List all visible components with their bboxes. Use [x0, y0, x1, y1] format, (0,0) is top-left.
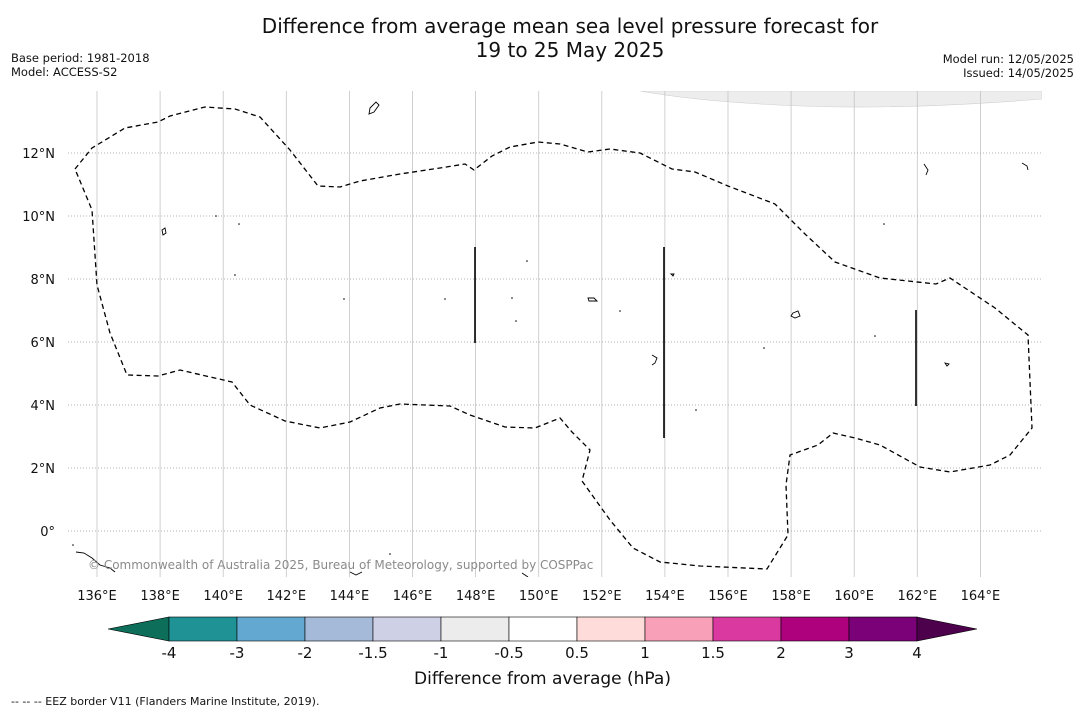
colorbar-cell — [236, 616, 306, 642]
colorbar-cell — [168, 616, 238, 642]
colorbar-cell — [508, 616, 578, 642]
lon-label: 156°E — [708, 589, 748, 604]
map-title: Difference from average mean sea level p… — [0, 14, 1085, 62]
model-run: Model run: 12/05/2025 — [942, 52, 1074, 66]
lon-label: 140°E — [203, 589, 243, 604]
colorbar-tick-label: -0.5 — [494, 644, 523, 662]
colorbar-tick-label: 1.5 — [701, 644, 725, 662]
colorbar-label: Difference from average (hPa) — [414, 669, 671, 689]
colorbar-ticks: -4 -3 -2 -1.5 -1 -0.5 0.5 1 1.5 2 3 4 — [162, 644, 922, 662]
lat-label: 10°N — [22, 210, 55, 225]
colorbar-cell — [848, 616, 918, 642]
copyright-notice: © Commonwealth of Australia 2025, Bureau… — [88, 558, 594, 572]
pressure-shading — [639, 91, 1042, 108]
title-line-2: 19 to 25 May 2025 — [475, 38, 665, 62]
colorbar-tick-label: -1.5 — [358, 644, 387, 662]
longitude-labels: 136°E 138°E 140°E 142°E 144°E 146°E 148°E 150°E… — [77, 589, 1000, 604]
colorbar-tick-label: -2 — [298, 644, 313, 662]
lat-label: 4°N — [31, 399, 56, 414]
lon-label: 162°E — [898, 589, 938, 604]
lon-label: 144°E — [330, 589, 370, 604]
lon-label: 158°E — [771, 589, 811, 604]
colorbar-cell — [372, 616, 442, 642]
colorbar-tick-label: 0.5 — [565, 644, 589, 662]
lon-label: 152°E — [582, 589, 622, 604]
islands — [75, 101, 1029, 577]
colorbar-tick-label: 1 — [640, 644, 650, 662]
colorbar-tick-label: -3 — [230, 644, 245, 662]
title-line-1: Difference from average mean sea level p… — [261, 14, 879, 38]
lon-label: 142°E — [267, 589, 307, 604]
small-islets — [72, 215, 885, 555]
colorbar-cell — [304, 616, 374, 642]
lat-label: 8°N — [31, 273, 56, 288]
lon-label: 138°E — [140, 589, 180, 604]
lon-label: 148°E — [456, 589, 496, 604]
longitude-gridlines — [96, 91, 981, 577]
colorbar-cell — [780, 616, 850, 642]
colorbar-cell — [576, 616, 646, 642]
lat-label: 0° — [40, 525, 55, 540]
colorbar-tick-label: 3 — [844, 644, 854, 662]
colorbar-tick-label: -1 — [434, 644, 449, 662]
colorbar-under-arrow — [107, 616, 170, 642]
base-period: Base period: 1981-2018 — [11, 51, 150, 65]
colorbar-tick-label: 4 — [912, 644, 922, 662]
colorbar-cells — [168, 616, 918, 642]
lat-label: 6°N — [31, 336, 56, 351]
lat-label: 2°N — [31, 462, 56, 477]
lon-label: 154°E — [645, 589, 685, 604]
model-info: Base period: 1981-2018 Model: ACCESS-S2 — [11, 51, 150, 79]
lat-label: 12°N — [22, 147, 55, 162]
issued-date: Issued: 14/05/2025 — [963, 66, 1074, 80]
colorbar-cell — [712, 616, 782, 642]
eez-border — [74, 106, 1033, 570]
colorbar: -4 -3 -2 -1.5 -1 -0.5 0.5 1 1.5 2 3 4 — [107, 616, 978, 662]
colorbar-over-arrow — [916, 616, 978, 642]
colorbar-cell — [644, 616, 714, 642]
run-info: Model run: 12/05/2025 Issued: 14/05/2025 — [943, 52, 1074, 80]
lon-label: 164°E — [961, 589, 1001, 604]
model-name: Model: ACCESS-S2 — [11, 65, 118, 79]
latitude-gridlines — [68, 152, 1042, 532]
colorbar-tick-label: -4 — [162, 644, 177, 662]
lon-label: 136°E — [77, 589, 117, 604]
footnote: -- -- -- EEZ border V11 (Flanders Marine… — [11, 695, 320, 708]
lon-label: 150°E — [519, 589, 559, 604]
colorbar-tick-label: 2 — [776, 644, 786, 662]
lon-label: 146°E — [393, 589, 433, 604]
colorbar-cell — [440, 616, 510, 642]
map-area — [68, 91, 1042, 577]
latitude-labels: 12°N 10°N 8°N 6°N 4°N 2°N 0° — [22, 147, 55, 540]
lon-label: 160°E — [834, 589, 874, 604]
